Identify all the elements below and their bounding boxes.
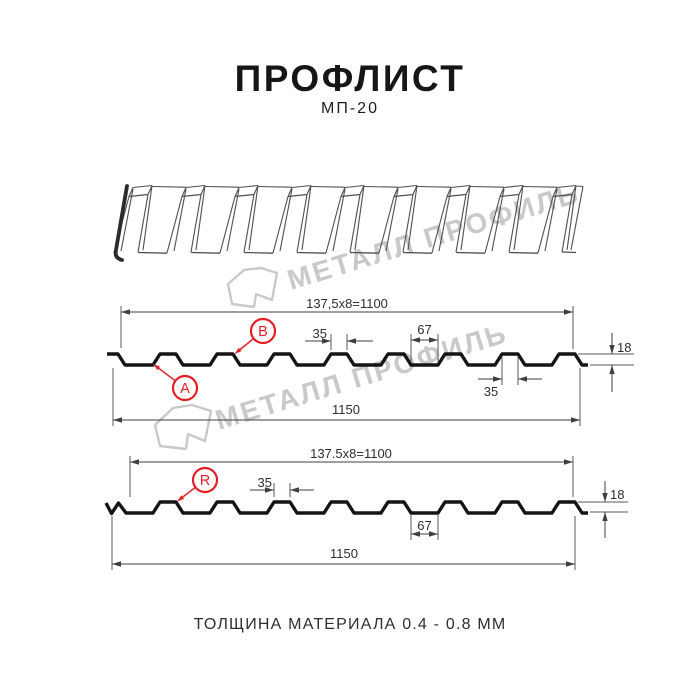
callout-letter: B	[258, 324, 268, 340]
dim-arrow	[265, 487, 274, 493]
dim-arrow	[609, 345, 615, 354]
rib-top-width-label: 35	[313, 326, 327, 341]
watermark-2: МЕТАЛЛ ПРОФИЛЬ	[153, 317, 512, 451]
dim-arrow	[602, 493, 608, 502]
product-model: МП-20	[321, 100, 379, 117]
dim-arrow	[112, 561, 121, 567]
dim-arrow	[566, 561, 575, 567]
dim-arrow	[429, 531, 438, 537]
profile-outline-bottom	[104, 500, 588, 516]
dim-arrow	[177, 495, 185, 502]
profile-section-bottom: 137.5x8=1100 35 67 18 1150 R	[104, 446, 628, 570]
dimension-total-width-bottom: 1150	[111, 516, 576, 570]
height-label-top: 18	[617, 340, 631, 355]
valley-width-label: 67	[417, 518, 431, 533]
dim-arrow	[234, 347, 242, 354]
sheet-3d-view	[113, 184, 584, 262]
dimension-rib-base-67: 67	[410, 322, 439, 362]
watermark-text: МЕТАЛЛ ПРОФИЛЬ	[284, 177, 584, 296]
callout-b: B	[234, 317, 277, 354]
metal-profil-logo-icon	[226, 266, 279, 309]
thickness-note: ТОЛЩИНА МАТЕРИАЛА 0.4 - 0.8 ММ	[193, 616, 507, 633]
metal-profil-logo-icon	[153, 403, 213, 451]
dimension-rib-top-35: 35	[305, 326, 373, 350]
pitch-formula-label-bottom: 137.5x8=1100	[310, 446, 392, 461]
dim-arrow	[429, 337, 438, 343]
dim-arrow	[411, 337, 420, 343]
dim-arrow	[411, 531, 420, 537]
dim-arrow	[347, 338, 356, 344]
dimension-total-width-top: 1150	[112, 368, 581, 426]
dim-arrow	[564, 459, 573, 465]
sheet-cut-edge	[113, 184, 129, 262]
total-width-label-bottom: 1150	[330, 546, 358, 561]
rib-base-width-label: 67	[417, 322, 431, 337]
dim-arrow	[602, 512, 608, 521]
dim-arrow	[290, 487, 299, 493]
profile-outline-top	[107, 352, 588, 367]
dim-arrow	[322, 338, 331, 344]
callout-circle	[249, 317, 277, 345]
dimension-pitch-top: 137,5x8=1100	[120, 296, 574, 349]
rib-top-width-label-2: 35	[258, 475, 272, 490]
dim-arrow	[113, 417, 122, 423]
dimension-rib-top-35-bottom: 35	[250, 475, 314, 497]
dim-arrow	[518, 376, 527, 382]
page-title: ПРОФЛИСТ	[234, 58, 466, 99]
callout-r: R	[177, 466, 219, 502]
pitch-formula-label-top: 137,5x8=1100	[306, 296, 388, 311]
dim-arrow	[571, 417, 580, 423]
dim-arrow	[493, 376, 502, 382]
dimension-height-18-top: 18	[578, 333, 634, 392]
dim-arrow	[130, 459, 139, 465]
callout-circle	[191, 466, 219, 494]
dim-arrow	[153, 364, 161, 371]
callout-circle	[171, 374, 199, 402]
dimension-valley-67: 67	[410, 515, 439, 540]
dimension-rib-bottom-35: 35	[478, 356, 542, 399]
dimension-pitch-bottom: 137.5x8=1100	[129, 446, 574, 497]
dim-arrow	[564, 309, 573, 315]
callout-letter: A	[180, 381, 190, 397]
dim-arrow	[609, 365, 615, 374]
profile-section-top: 137,5x8=1100 35 67 18 35 1150 A B	[107, 296, 634, 426]
watermark-text: МЕТАЛЛ ПРОФИЛЬ	[212, 317, 512, 436]
rib-bottom-width-label: 35	[484, 384, 498, 399]
height-label-bottom: 18	[610, 487, 624, 502]
dimension-height-18-bottom: 18	[578, 481, 628, 538]
callout-letter: R	[200, 473, 210, 489]
dim-arrow	[121, 309, 130, 315]
callout-a: A	[153, 364, 199, 402]
total-width-label-top: 1150	[332, 402, 360, 417]
